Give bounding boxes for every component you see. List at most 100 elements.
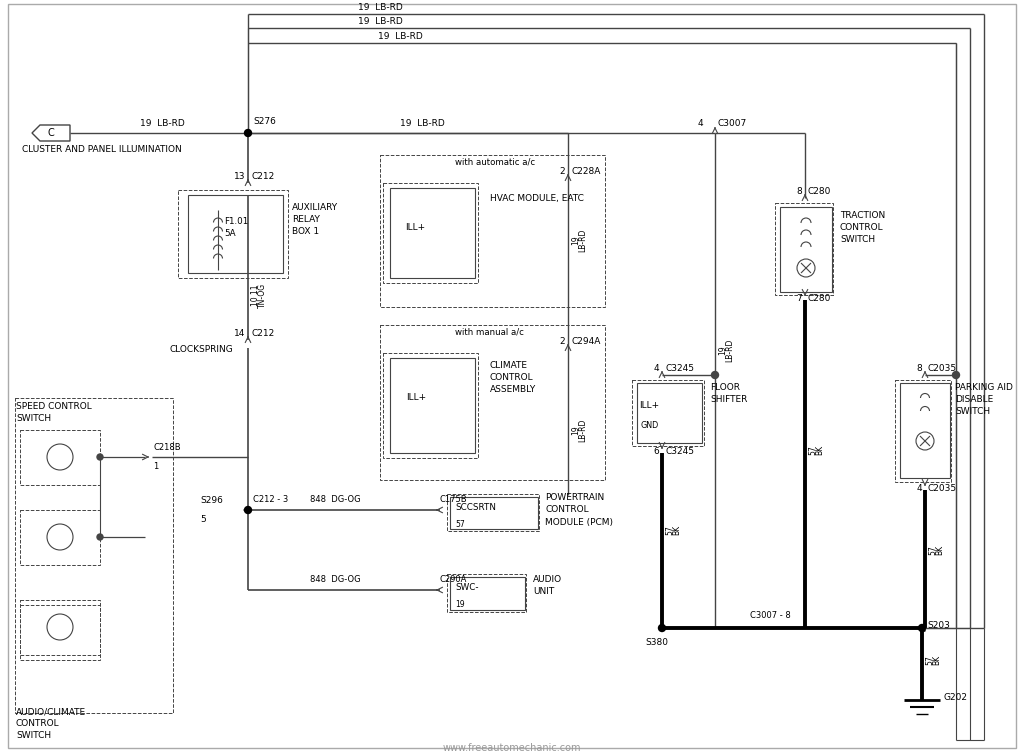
Text: 19  LB-RD: 19 LB-RD bbox=[378, 32, 422, 41]
Text: CONTROL: CONTROL bbox=[545, 505, 589, 514]
Bar bbox=[390, 188, 475, 278]
Bar bbox=[20, 510, 100, 565]
Text: FLOOR: FLOOR bbox=[710, 384, 740, 393]
Text: TRACTION: TRACTION bbox=[840, 210, 886, 219]
Bar bbox=[20, 605, 100, 660]
Text: BK: BK bbox=[672, 525, 681, 535]
Text: LB-RD: LB-RD bbox=[578, 228, 587, 252]
Text: C218B: C218B bbox=[153, 443, 180, 452]
Bar bbox=[390, 358, 475, 453]
Bar bbox=[900, 383, 950, 478]
Text: SWITCH: SWITCH bbox=[16, 731, 51, 740]
Text: C2035: C2035 bbox=[928, 484, 957, 493]
Text: C175B: C175B bbox=[440, 495, 468, 504]
Circle shape bbox=[97, 454, 103, 460]
Bar bbox=[383, 353, 478, 458]
Text: SPEED CONTROL: SPEED CONTROL bbox=[16, 402, 92, 411]
Circle shape bbox=[919, 624, 926, 632]
Text: C280: C280 bbox=[808, 187, 831, 196]
Text: C3245: C3245 bbox=[665, 447, 694, 456]
Text: PARKING AID: PARKING AID bbox=[955, 384, 1013, 393]
Text: RELAY: RELAY bbox=[292, 214, 319, 223]
Text: 5: 5 bbox=[200, 515, 206, 524]
Text: 8: 8 bbox=[916, 364, 922, 373]
Bar bbox=[637, 383, 702, 443]
Text: 848  DG-OG: 848 DG-OG bbox=[310, 495, 360, 504]
Bar bbox=[895, 380, 951, 482]
Text: CLUSTER AND PANEL ILLUMINATION: CLUSTER AND PANEL ILLUMINATION bbox=[22, 145, 181, 154]
Text: C212: C212 bbox=[251, 172, 274, 181]
Bar bbox=[20, 430, 100, 485]
Text: 4: 4 bbox=[697, 118, 703, 127]
Text: BK: BK bbox=[932, 655, 941, 665]
Text: www.freeautomechanic.com: www.freeautomechanic.com bbox=[442, 743, 582, 753]
Text: BK: BK bbox=[935, 545, 944, 555]
Text: 19: 19 bbox=[718, 345, 727, 355]
Text: 10 11: 10 11 bbox=[251, 284, 260, 306]
Text: SWITCH: SWITCH bbox=[16, 414, 51, 423]
Text: C3245: C3245 bbox=[665, 364, 694, 373]
Text: SWITCH: SWITCH bbox=[955, 407, 990, 416]
Text: AUDIO/CLIMATE: AUDIO/CLIMATE bbox=[16, 707, 86, 716]
Bar bbox=[188, 195, 283, 273]
Bar bbox=[383, 183, 478, 283]
Text: MODULE (PCM): MODULE (PCM) bbox=[545, 517, 613, 526]
Text: 57: 57 bbox=[808, 445, 817, 455]
Bar bbox=[447, 574, 526, 612]
Text: 8: 8 bbox=[797, 187, 802, 196]
Text: CONTROL: CONTROL bbox=[840, 222, 884, 231]
Text: C3007: C3007 bbox=[718, 118, 748, 127]
Text: S380: S380 bbox=[645, 638, 669, 647]
Text: ILL+: ILL+ bbox=[406, 394, 426, 403]
Text: 57: 57 bbox=[455, 520, 465, 529]
Text: 57: 57 bbox=[925, 655, 934, 665]
Text: 1: 1 bbox=[153, 462, 159, 471]
Text: AUXILIARY: AUXILIARY bbox=[292, 203, 338, 212]
Bar bbox=[775, 203, 833, 295]
Bar bbox=[178, 190, 288, 278]
Text: GND: GND bbox=[641, 421, 659, 430]
Bar bbox=[380, 155, 605, 307]
Bar bbox=[15, 398, 173, 713]
Text: 57: 57 bbox=[665, 525, 674, 535]
Text: 57: 57 bbox=[928, 545, 937, 555]
Text: 6: 6 bbox=[653, 447, 659, 456]
Text: 2: 2 bbox=[559, 167, 565, 176]
Text: C3007 - 8: C3007 - 8 bbox=[750, 611, 791, 620]
Text: 19  LB-RD: 19 LB-RD bbox=[357, 3, 402, 12]
Text: SWC-: SWC- bbox=[455, 584, 478, 593]
Bar bbox=[380, 325, 605, 480]
Text: 4: 4 bbox=[653, 364, 659, 373]
Text: ASSEMBLY: ASSEMBLY bbox=[490, 385, 537, 394]
Text: 2: 2 bbox=[559, 337, 565, 346]
Circle shape bbox=[245, 130, 252, 136]
Text: G202: G202 bbox=[944, 694, 968, 703]
Text: CLIMATE: CLIMATE bbox=[490, 361, 528, 370]
Bar bbox=[20, 600, 100, 655]
Text: C280: C280 bbox=[808, 294, 831, 303]
Text: C212 - 3: C212 - 3 bbox=[253, 495, 288, 504]
Bar bbox=[447, 494, 539, 531]
Text: with manual a/c: with manual a/c bbox=[455, 327, 524, 336]
Text: DISABLE: DISABLE bbox=[955, 396, 993, 404]
Text: C228A: C228A bbox=[571, 167, 600, 176]
Text: BK: BK bbox=[815, 445, 824, 455]
Text: SWITCH: SWITCH bbox=[840, 234, 876, 244]
Text: C2035: C2035 bbox=[928, 364, 957, 373]
Text: SCCSRTN: SCCSRTN bbox=[455, 504, 496, 513]
Text: 19: 19 bbox=[571, 235, 580, 245]
Text: C294A: C294A bbox=[571, 337, 600, 346]
Bar bbox=[450, 577, 525, 610]
Text: LB-RD: LB-RD bbox=[578, 418, 587, 442]
Text: CLOCKSPRING: CLOCKSPRING bbox=[170, 345, 233, 354]
Text: 848  DG-OG: 848 DG-OG bbox=[310, 575, 360, 584]
Text: UNIT: UNIT bbox=[534, 587, 554, 596]
Text: C290A: C290A bbox=[440, 575, 467, 584]
Text: POWERTRAIN: POWERTRAIN bbox=[545, 494, 604, 502]
Text: with automatic a/c: with automatic a/c bbox=[455, 158, 536, 167]
Text: 19: 19 bbox=[455, 600, 465, 609]
Text: CONTROL: CONTROL bbox=[16, 719, 59, 728]
Text: 19: 19 bbox=[571, 425, 580, 435]
Text: 19  LB-RD: 19 LB-RD bbox=[357, 17, 402, 26]
Bar bbox=[450, 497, 538, 529]
